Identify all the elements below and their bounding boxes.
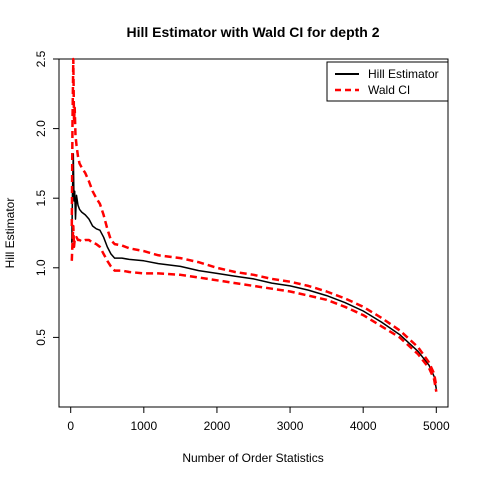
x-tick-label: 0 (67, 419, 74, 433)
y-tick-label: 2.0 (34, 120, 48, 137)
y-axis-label: Hill Estimator (3, 198, 17, 269)
legend-label-hill: Hill Estimator (368, 67, 439, 81)
x-axis-label: Number of Order Statistics (182, 451, 323, 465)
y-tick-label: 0.5 (34, 329, 48, 346)
x-tick-label: 1000 (130, 419, 157, 433)
y-tick-label: 1.5 (34, 190, 48, 207)
wald-ci-line-2 (70, 224, 438, 392)
hill-estimator-line (71, 152, 438, 390)
y-tick-label: 2.5 (34, 50, 48, 67)
legend: Hill Estimator Wald CI (326, 61, 449, 102)
legend-box (326, 61, 449, 102)
wald-ci-line-1 (70, 57, 438, 387)
plot-frame (58, 58, 449, 408)
x-tick-label: 4000 (350, 419, 377, 433)
x-tick-label: 3000 (277, 419, 304, 433)
y-tick-label: 1.0 (34, 259, 48, 276)
x-tick-label: 2000 (204, 419, 231, 433)
legend-label-wald: Wald CI (368, 83, 410, 97)
x-axis: 0 1000 2000 3000 4000 5000 (67, 406, 450, 433)
chart-title: Hill Estimator with Wald CI for depth 2 (126, 24, 379, 40)
x-tick-label: 5000 (423, 419, 450, 433)
y-axis: 0.5 1.0 1.5 2.0 2.5 (34, 50, 60, 346)
series-layer (70, 57, 438, 392)
